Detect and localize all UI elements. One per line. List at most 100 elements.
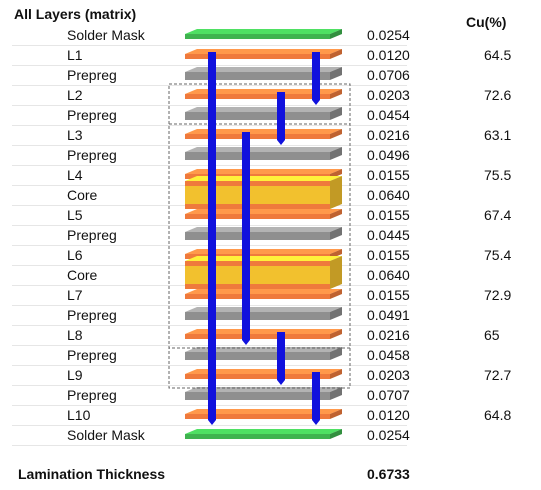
lamination-frame-inner <box>168 123 351 349</box>
layer-row: Solder Mask 0.0254 <box>0 425 541 445</box>
layer-thickness: 0.0155 <box>367 207 410 223</box>
via-tip <box>242 340 250 345</box>
layer-row: L10 0.0120 64.8 <box>0 405 541 425</box>
layer-name: L9 <box>67 367 83 383</box>
layer-name: Prepreg <box>67 67 117 83</box>
via-tip <box>312 420 320 425</box>
layer-name: L1 <box>67 47 83 63</box>
prepreg-layer <box>185 67 342 80</box>
layer-row: L4 0.0155 75.5 <box>0 165 541 185</box>
via-l8-l9 <box>277 332 285 380</box>
layer-name: Prepreg <box>67 347 117 363</box>
layer-row: Core 0.0640 <box>0 265 541 285</box>
layer-row: Prepreg 0.0458 <box>0 345 541 365</box>
copper-layer <box>185 129 342 139</box>
layer-row: L1 0.0120 64.5 <box>0 45 541 65</box>
layer-thickness: 0.0458 <box>367 347 410 363</box>
layer-row: Prepreg 0.0706 <box>0 65 541 85</box>
layer-name: L2 <box>67 87 83 103</box>
prepreg-layer <box>185 147 342 160</box>
layer-name: Prepreg <box>67 107 117 123</box>
layer-name: Core <box>67 187 98 203</box>
layer-cu-percent: 72.9 <box>484 287 512 303</box>
layer-thickness: 0.0496 <box>367 147 410 163</box>
layer-thickness: 0.0706 <box>367 67 410 83</box>
layer-name: L7 <box>67 287 83 303</box>
layer-row: L3 0.0216 63.1 <box>0 125 541 145</box>
via-l2-l3 <box>277 92 285 140</box>
layer-name: Solder Mask <box>67 27 145 43</box>
layer-name: Prepreg <box>67 307 117 323</box>
row-divider <box>12 425 407 426</box>
lamination-thickness-value: 0.6733 <box>367 466 410 482</box>
layer-thickness: 0.0155 <box>367 167 410 183</box>
layer-name: L5 <box>67 207 83 223</box>
layer-row: L6 0.0155 75.4 <box>0 245 541 265</box>
core-bottom-copper <box>185 284 330 289</box>
copper-layer <box>185 409 342 419</box>
layer-row: L5 0.0155 67.4 <box>0 205 541 225</box>
layer-row: L7 0.0155 72.9 <box>0 285 541 305</box>
layer-thickness: 0.0254 <box>367 427 410 443</box>
layer-name: L8 <box>67 327 83 343</box>
layer-name: L3 <box>67 127 83 143</box>
layer-name: Prepreg <box>67 227 117 243</box>
copper-layer <box>185 289 342 299</box>
solder-mask-layer <box>185 429 342 439</box>
layer-cu-percent: 72.7 <box>484 367 512 383</box>
copper-layer <box>185 329 342 339</box>
layer-row: Prepreg 0.0445 <box>0 225 541 245</box>
cu-percent-header: Cu(%) <box>466 14 507 30</box>
copper-layer <box>185 49 342 59</box>
via-l3-l8 <box>242 132 250 340</box>
via-tip <box>277 140 285 145</box>
layer-thickness: 0.0120 <box>367 407 410 423</box>
layer-thickness: 0.0155 <box>367 287 410 303</box>
layer-thickness: 0.0445 <box>367 227 410 243</box>
layer-cu-percent: 65 <box>484 327 500 343</box>
layer-thickness: 0.0216 <box>367 127 410 143</box>
layer-name: Prepreg <box>67 147 117 163</box>
layer-cu-percent: 64.8 <box>484 407 512 423</box>
layer-cu-percent: 67.4 <box>484 207 512 223</box>
copper-layer <box>185 209 342 219</box>
via-l9-l10 <box>312 372 320 420</box>
via-tip <box>208 420 216 425</box>
layer-row: Prepreg 0.0491 <box>0 305 541 325</box>
layer-row: Prepreg 0.0496 <box>0 145 541 165</box>
lamination-thickness-label: Lamination Thickness <box>18 466 166 482</box>
layer-row: Core 0.0640 <box>0 185 541 205</box>
layer-row: Prepreg 0.0454 <box>0 105 541 125</box>
layer-name: Solder Mask <box>67 427 145 443</box>
layer-name: Core <box>67 267 98 283</box>
stackup-title: All Layers (matrix) <box>14 6 137 22</box>
layer-thickness: 0.0155 <box>367 247 410 263</box>
layer-row: L8 0.0216 65 <box>0 325 541 345</box>
via-tip <box>277 380 285 385</box>
via-tip <box>312 100 320 105</box>
layer-row: Solder Mask 0.0254 <box>0 25 541 45</box>
core-top-copper <box>185 181 330 186</box>
copper-layer <box>185 89 342 99</box>
layer-thickness: 0.0254 <box>367 27 410 43</box>
layer-cu-percent: 75.5 <box>484 167 512 183</box>
prepreg-layer <box>185 307 342 320</box>
via-l1-l2 <box>312 52 320 100</box>
layer-row: L9 0.0203 72.7 <box>0 365 541 385</box>
layer-thickness: 0.0640 <box>367 267 410 283</box>
core-bottom-copper <box>185 204 330 209</box>
layer-thickness: 0.0203 <box>367 367 410 383</box>
prepreg-layer <box>185 107 342 120</box>
layer-cu-percent: 63.1 <box>484 127 512 143</box>
layer-thickness: 0.0454 <box>367 107 410 123</box>
copper-layer <box>185 369 342 379</box>
layer-thickness: 0.0491 <box>367 307 410 323</box>
layer-row: L2 0.0203 72.6 <box>0 85 541 105</box>
layer-name: L4 <box>67 167 83 183</box>
layer-thickness: 0.0707 <box>367 387 410 403</box>
layer-thickness: 0.0203 <box>367 87 410 103</box>
row-divider <box>12 445 407 446</box>
layer-name: L10 <box>67 407 91 423</box>
layer-row: Prepreg 0.0707 <box>0 385 541 405</box>
